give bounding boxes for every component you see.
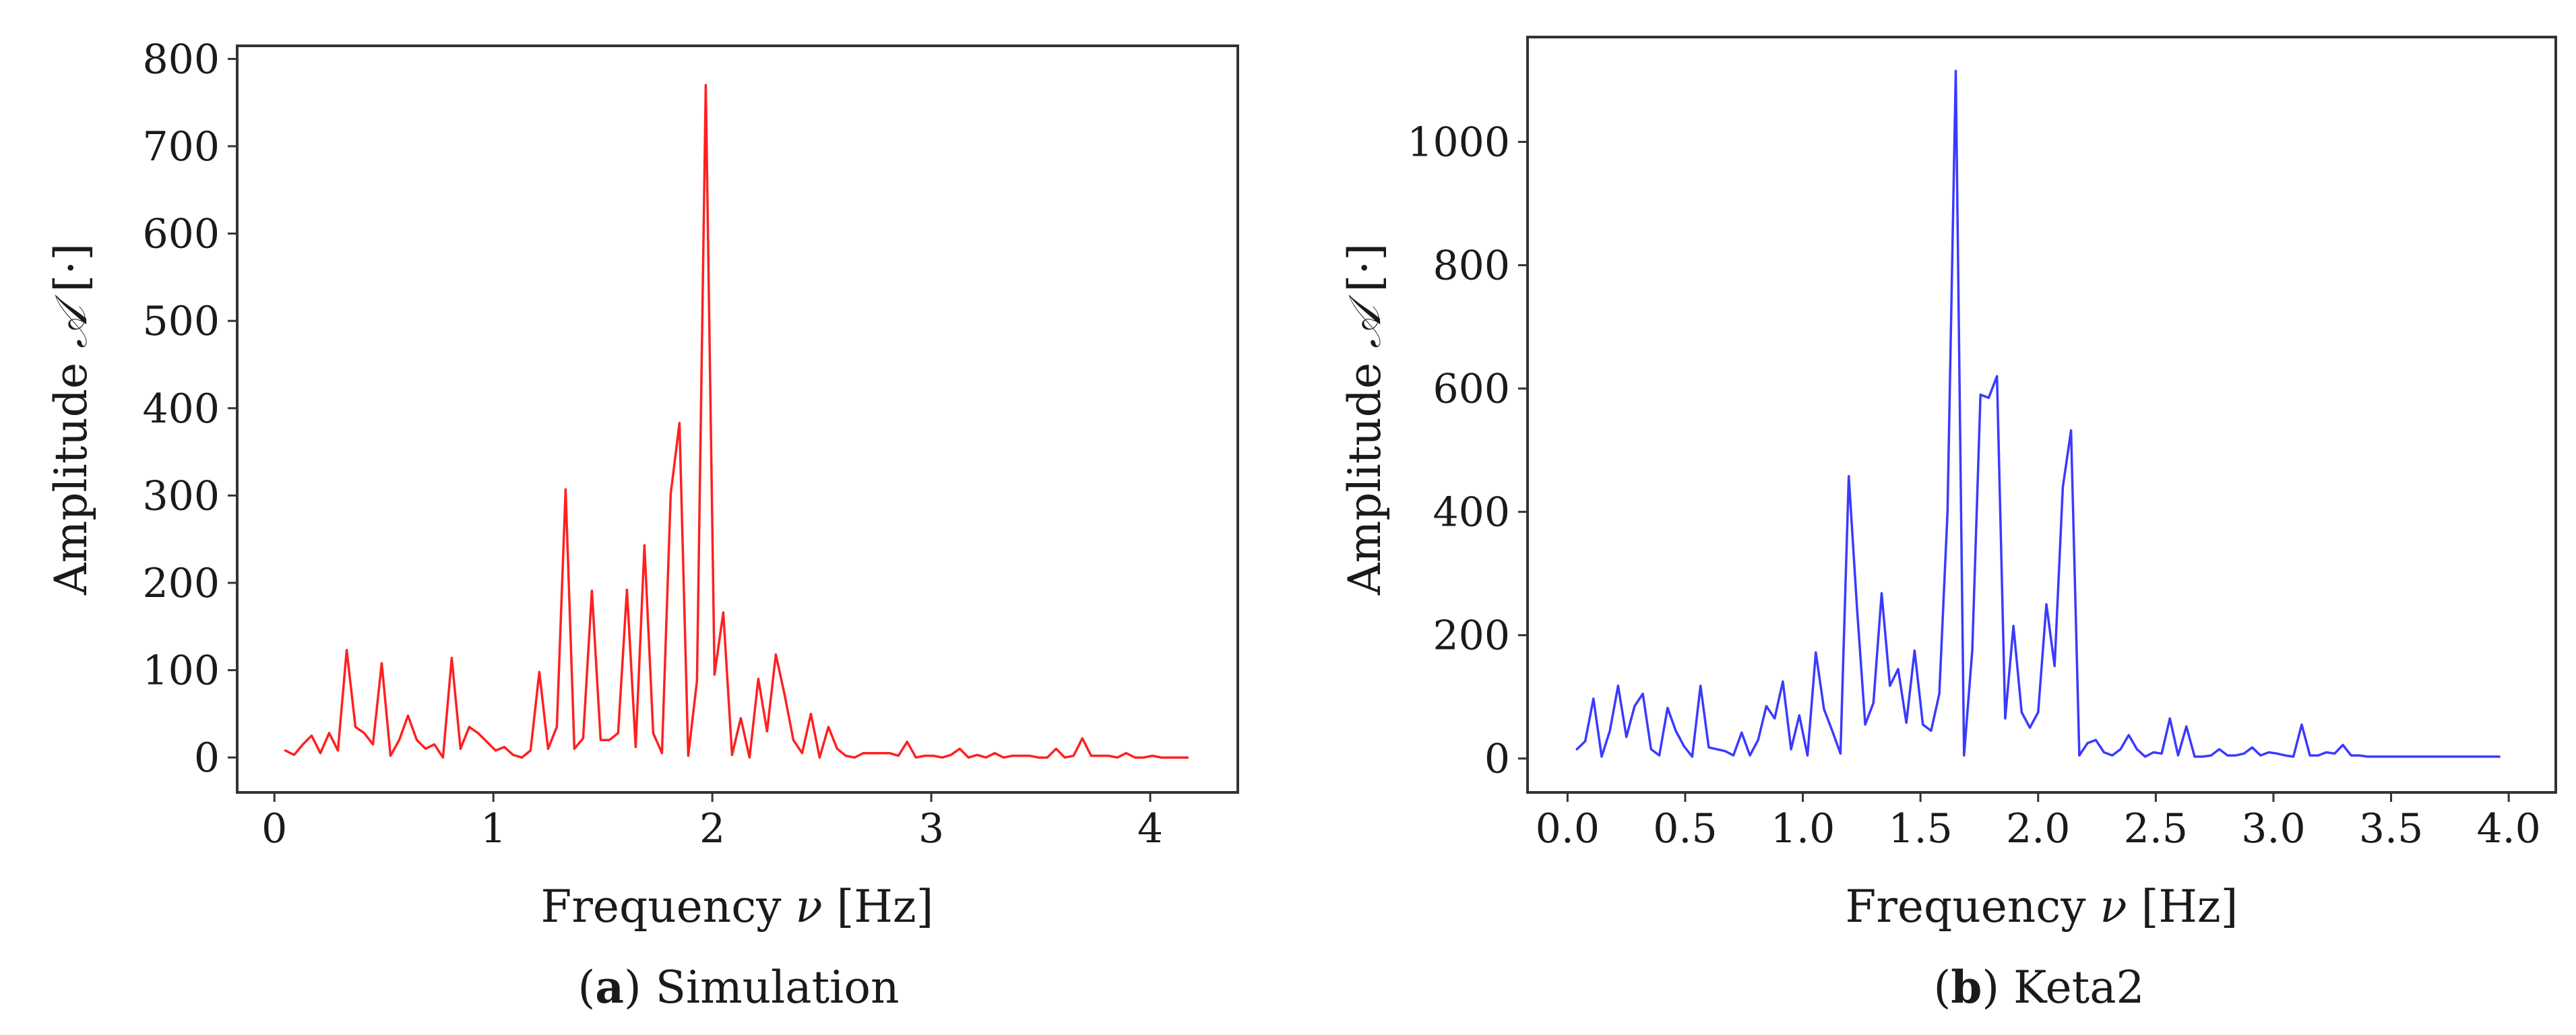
simulation-x-tick-label: 4 xyxy=(1137,805,1163,852)
simulation-x-tick-label: 0 xyxy=(261,805,287,852)
keta2-x-tick-label: 4.0 xyxy=(2476,805,2540,852)
keta2-x-tick-label: 3.5 xyxy=(2359,805,2423,852)
simulation-y-tick-label: 0 xyxy=(194,734,220,782)
keta2-x-tick-label: 0.0 xyxy=(1536,805,1600,852)
keta2-series-line xyxy=(1575,69,2501,758)
simulation-y-axis-label: Amplitude 𝒜 [·] xyxy=(45,243,97,596)
keta2-plot-frame xyxy=(1526,36,2557,794)
keta2-x-tick-label: 1.0 xyxy=(1771,805,1835,852)
simulation-y-tick-label: 400 xyxy=(142,385,220,433)
simulation-x-tick-label: 2 xyxy=(699,805,725,852)
simulation-caption: (a) Simulation xyxy=(578,961,900,1013)
keta2-x-axis-label: Frequency ν [Hz] xyxy=(1846,881,2238,933)
keta2-y-tick-label: 800 xyxy=(1433,243,1510,290)
simulation-y-ticks: 0 100 200 300 400 500 600 700 800 xyxy=(142,36,237,782)
keta2-x-tick-label: 2.5 xyxy=(2124,805,2188,852)
keta2-x-tick-label: 3.0 xyxy=(2241,805,2305,852)
simulation-y-tick-label: 800 xyxy=(142,36,220,83)
simulation-x-ticks: 0 1 2 3 4 xyxy=(261,792,1163,852)
keta2-y-tick-label: 200 xyxy=(1433,613,1510,660)
simulation-x-axis-label: Frequency ν [Hz] xyxy=(541,881,934,933)
keta2-y-ticks: 0 200 400 600 800 1000 xyxy=(1407,119,1528,783)
keta2-x-tick-label: 2.0 xyxy=(2006,805,2070,852)
keta2-y-tick-label: 400 xyxy=(1433,489,1510,536)
keta2-x-tick-label: 1.5 xyxy=(1888,805,1952,852)
simulation-series-line xyxy=(284,84,1189,759)
keta2-caption: (b) Keta2 xyxy=(1933,961,2144,1013)
simulation-y-tick-label: 700 xyxy=(142,123,220,170)
simulation-y-tick-label: 100 xyxy=(142,648,220,695)
panel-simulation: 0 1 2 3 4 0 100 200 300 400 500 600 700 800 Frequenc… xyxy=(45,36,1239,1013)
simulation-line-series xyxy=(284,84,1189,759)
keta2-x-ticks: 0.0 0.5 1.0 1.5 2.0 2.5 3.0 3.5 4.0 xyxy=(1536,792,2541,852)
keta2-y-axis-label: Amplitude 𝒜 [·] xyxy=(1339,243,1391,596)
simulation-y-tick-label: 600 xyxy=(142,211,220,258)
keta2-y-tick-label: 0 xyxy=(1484,736,1510,783)
keta2-y-tick-label: 1000 xyxy=(1407,119,1510,166)
simulation-y-tick-label: 500 xyxy=(142,298,220,345)
panel-keta2: 0.0 0.5 1.0 1.5 2.0 2.5 3.0 3.5 4.0 0 200 400 600 80… xyxy=(1339,36,2557,1013)
keta2-line-series xyxy=(1575,69,2501,758)
simulation-x-tick-label: 3 xyxy=(918,805,944,852)
simulation-x-tick-label: 1 xyxy=(480,805,506,852)
simulation-plot-frame xyxy=(236,44,1239,794)
simulation-y-tick-label: 200 xyxy=(142,560,220,607)
keta2-y-tick-label: 600 xyxy=(1433,366,1510,413)
simulation-y-tick-label: 300 xyxy=(142,472,220,520)
keta2-x-tick-label: 0.5 xyxy=(1653,805,1717,852)
